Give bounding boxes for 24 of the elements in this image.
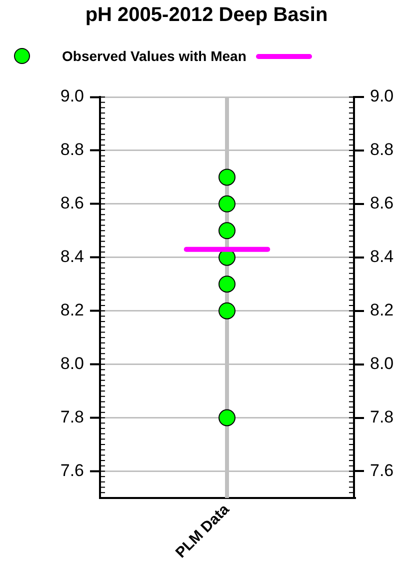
- y2-tick-label: 8.8: [370, 140, 394, 160]
- y2-tick-label: 8.4: [370, 247, 394, 266]
- y-tick-label: 7.6: [60, 460, 84, 480]
- y2-tick-label: 8.6: [370, 194, 394, 213]
- point: [218, 276, 236, 293]
- point: [218, 168, 236, 186]
- y-tick-label: 7.8: [60, 407, 84, 426]
- legend-label: Observed Values with Mean: [62, 48, 246, 64]
- point: [218, 195, 236, 212]
- point: [218, 302, 236, 320]
- y-tick-label: 8.2: [60, 300, 84, 320]
- y-tick-label: 9.0: [60, 86, 84, 106]
- point: [218, 409, 236, 426]
- y2-tick-label: 7.6: [370, 460, 394, 480]
- y2-tick-label: 8.0: [370, 354, 394, 373]
- y-tick-label: 8.6: [60, 194, 84, 213]
- point: [218, 222, 236, 240]
- y-tick-label: 8.8: [60, 140, 84, 160]
- y2-tick-label: 9.0: [370, 86, 394, 106]
- chart-title: pH 2005-2012 Deep Basin: [84, 4, 329, 27]
- y2-tick-label: 8.2: [370, 300, 394, 320]
- y-tick-label: 8.0: [60, 354, 84, 373]
- y-tick-label: 8.4: [60, 247, 84, 266]
- y2-tick-label: 7.8: [370, 407, 394, 426]
